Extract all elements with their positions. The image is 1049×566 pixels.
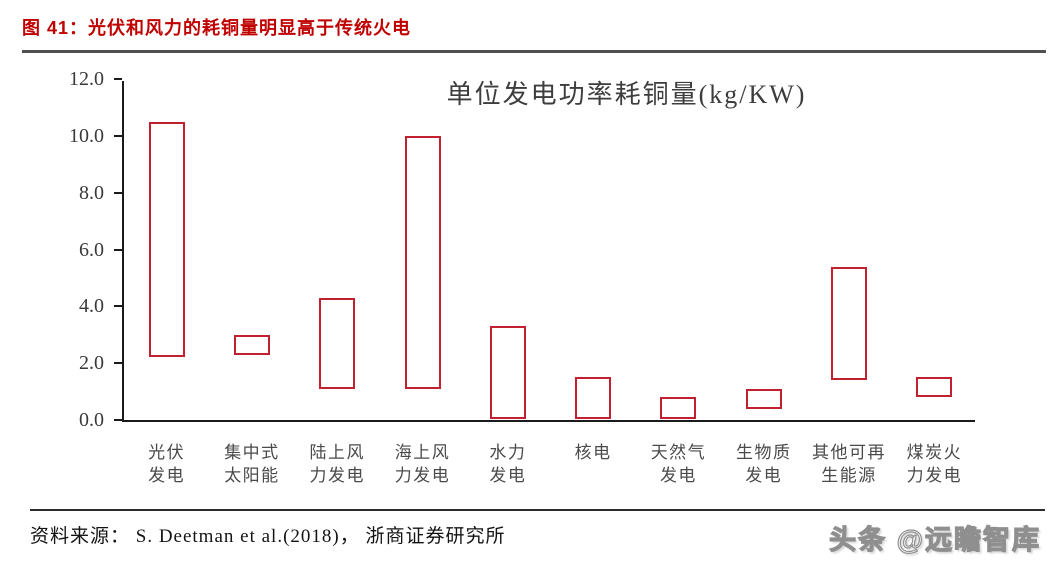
x-category-label: 天然气 发电 [630, 441, 726, 487]
y-tick-label: 6.0 [79, 238, 104, 261]
figure-caption: 图 41：光伏和风力的耗铜量明显高于传统火电 [22, 18, 412, 38]
x-category-label-line: 生物质 [736, 443, 792, 462]
range-bar-核电 [575, 377, 612, 419]
range-bar-天然气发电 [660, 397, 697, 419]
y-tick-label: 4.0 [79, 295, 104, 318]
x-category-label-line: 力发电 [309, 466, 365, 485]
x-category-label-line: 核电 [574, 443, 612, 462]
y-tick-label: 2.0 [79, 352, 104, 375]
x-category-label-line: 水力 [489, 443, 527, 462]
range-bar-陆上风力发电 [319, 297, 356, 389]
y-tick [114, 248, 122, 251]
source-note: 资料来源： S. Deetman et al.(2018)， 浙商证券研究所 [30, 526, 506, 547]
y-tick [114, 134, 122, 137]
y-tick [114, 191, 122, 194]
x-category-label-line: 太阳能 [224, 466, 280, 485]
x-category-label-line: 发电 [489, 466, 527, 485]
y-tick-label: 10.0 [69, 124, 104, 147]
range-bar-水力发电 [489, 326, 526, 419]
y-tick [114, 419, 122, 421]
x-category-label: 光伏 发电 [119, 441, 215, 487]
x-category-label-line: 其他可再 [812, 443, 887, 462]
range-bar-海上风力发电 [404, 135, 441, 389]
range-bar-集中式太阳能 [233, 334, 270, 355]
x-category-label-line: 海上风 [394, 443, 451, 462]
x-category-label: 核电 [545, 441, 641, 464]
x-category-label-line: 集中式 [224, 443, 280, 462]
x-category-label: 海上风 力发电 [375, 441, 471, 487]
range-bar-光伏发电 [148, 121, 185, 358]
x-category-label-line: 煤炭火 [906, 443, 963, 462]
x-category-label-line: 发电 [745, 466, 783, 485]
y-tick-label: 8.0 [79, 181, 104, 204]
x-category-label-line: 发电 [659, 466, 697, 485]
x-category-label: 陆上风 力发电 [289, 441, 385, 487]
watermark: 头条 @远瞻智库 [829, 524, 1041, 555]
range-bar-煤炭火力发电 [916, 377, 953, 398]
x-category-label-line: 光伏 [148, 443, 186, 462]
x-category-label: 其他可再 生能源 [801, 441, 897, 487]
range-bar-生物质发电 [745, 388, 782, 409]
range-bar-其他可再生能源 [831, 266, 868, 381]
x-category-label-line: 力发电 [906, 466, 963, 485]
y-tick [114, 362, 122, 365]
copper-intensity-chart: 单位发电功率耗铜量(kg/KW) 0.0 2.0 4.0 6.0 8.0 10.0 12.0… [69, 68, 975, 485]
x-category-label: 煤炭火 力发电 [886, 441, 982, 487]
y-tick [114, 78, 122, 80]
x-category-label: 水力 发电 [460, 441, 556, 487]
chart-title: 单位发电功率耗铜量(kg/KW) [446, 80, 807, 109]
x-category-label-line: 陆上风 [309, 443, 365, 462]
x-category-label: 集中式 太阳能 [204, 441, 300, 487]
x-category-label-line: 发电 [148, 466, 186, 485]
x-category-label: 生物质 发电 [716, 441, 812, 487]
x-category-label-line: 生能源 [821, 466, 877, 485]
y-tick [114, 305, 122, 308]
y-tick-label: 0.0 [79, 409, 104, 431]
footer-divider [30, 509, 1045, 511]
y-tick-label: 12.0 [69, 68, 104, 90]
header-divider [22, 50, 1046, 53]
x-category-label-line: 天然气 [650, 443, 707, 462]
x-category-label-line: 力发电 [394, 466, 451, 485]
